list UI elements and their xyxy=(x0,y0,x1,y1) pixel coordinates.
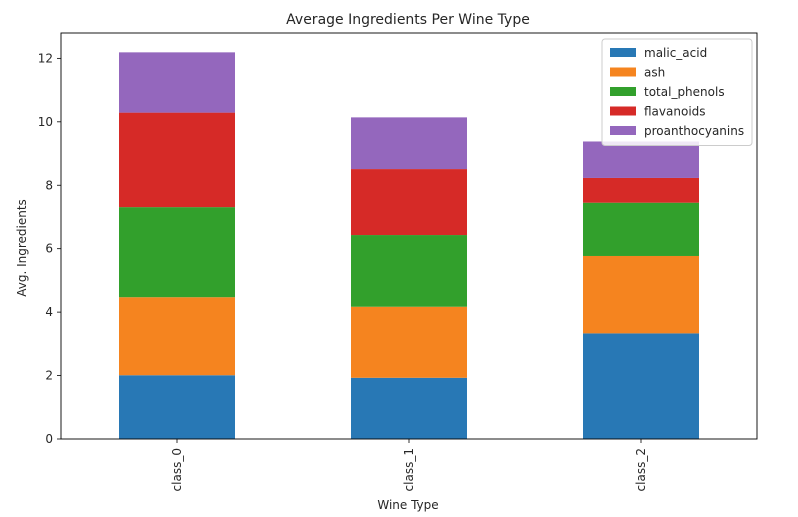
y-tick-label: 2 xyxy=(45,369,53,383)
x-tick-label: class_2 xyxy=(634,448,648,491)
bar-segment-class_1-ash xyxy=(351,306,467,378)
x-axis-title: Wine Type xyxy=(377,498,438,512)
y-tick-label: 0 xyxy=(45,432,53,446)
bar-segment-class_2-total_phenols xyxy=(583,202,699,256)
y-axis: 0 2 4 6 8 10 12 xyxy=(38,51,61,446)
x-axis: class_0 class_1 class_2 xyxy=(170,439,648,491)
y-tick-label: 4 xyxy=(45,305,53,319)
bar-segment-class_1-total_phenols xyxy=(351,235,467,307)
legend-swatch-total_phenols xyxy=(610,87,636,96)
x-tick-label: class_1 xyxy=(402,448,416,491)
x-tick-label: class_0 xyxy=(170,448,184,491)
bar-segment-class_1-proanthocyanins xyxy=(351,117,467,170)
legend-label-malic_acid: malic_acid xyxy=(644,46,707,60)
bar-segment-class_2-malic_acid xyxy=(583,333,699,439)
legend-swatch-flavanoids xyxy=(610,106,636,116)
bar-segment-class_0-ash xyxy=(119,297,235,376)
y-axis-title: Avg. Ingredients xyxy=(15,199,29,297)
legend-label-flavanoids: flavanoids xyxy=(644,105,706,119)
y-tick-label: 12 xyxy=(38,51,53,65)
bar-segment-class_2-ash xyxy=(583,255,699,334)
legend-label-total_phenols: total_phenols xyxy=(644,85,725,99)
bar-segment-class_0-proanthocyanins xyxy=(119,52,235,113)
bar-segment-class_1-malic_acid xyxy=(351,377,467,439)
chart-title: Average Ingredients Per Wine Type xyxy=(286,12,530,28)
y-tick-label: 6 xyxy=(45,242,53,256)
legend-box xyxy=(601,38,753,146)
y-tick-label: 8 xyxy=(45,178,53,192)
bar-segment-class_0-malic_acid xyxy=(119,375,235,439)
legend-label-proanthocyanins: proanthocyanins xyxy=(644,124,744,138)
legend-swatch-malic_acid xyxy=(610,48,636,57)
bar-segment-class_2-flavanoids xyxy=(583,177,699,203)
legend-swatch-proanthocyanins xyxy=(610,126,636,135)
bar-segment-class_0-flavanoids xyxy=(119,112,235,208)
y-tick-label: 10 xyxy=(38,115,53,129)
bars-group xyxy=(119,52,699,439)
bar-segment-class_2-proanthocyanins xyxy=(583,141,699,178)
legend-label-ash: ash xyxy=(644,66,665,80)
bar-segment-class_1-flavanoids xyxy=(351,169,467,236)
bar-segment-class_0-total_phenols xyxy=(119,207,235,298)
legend-swatch-ash xyxy=(610,67,636,77)
